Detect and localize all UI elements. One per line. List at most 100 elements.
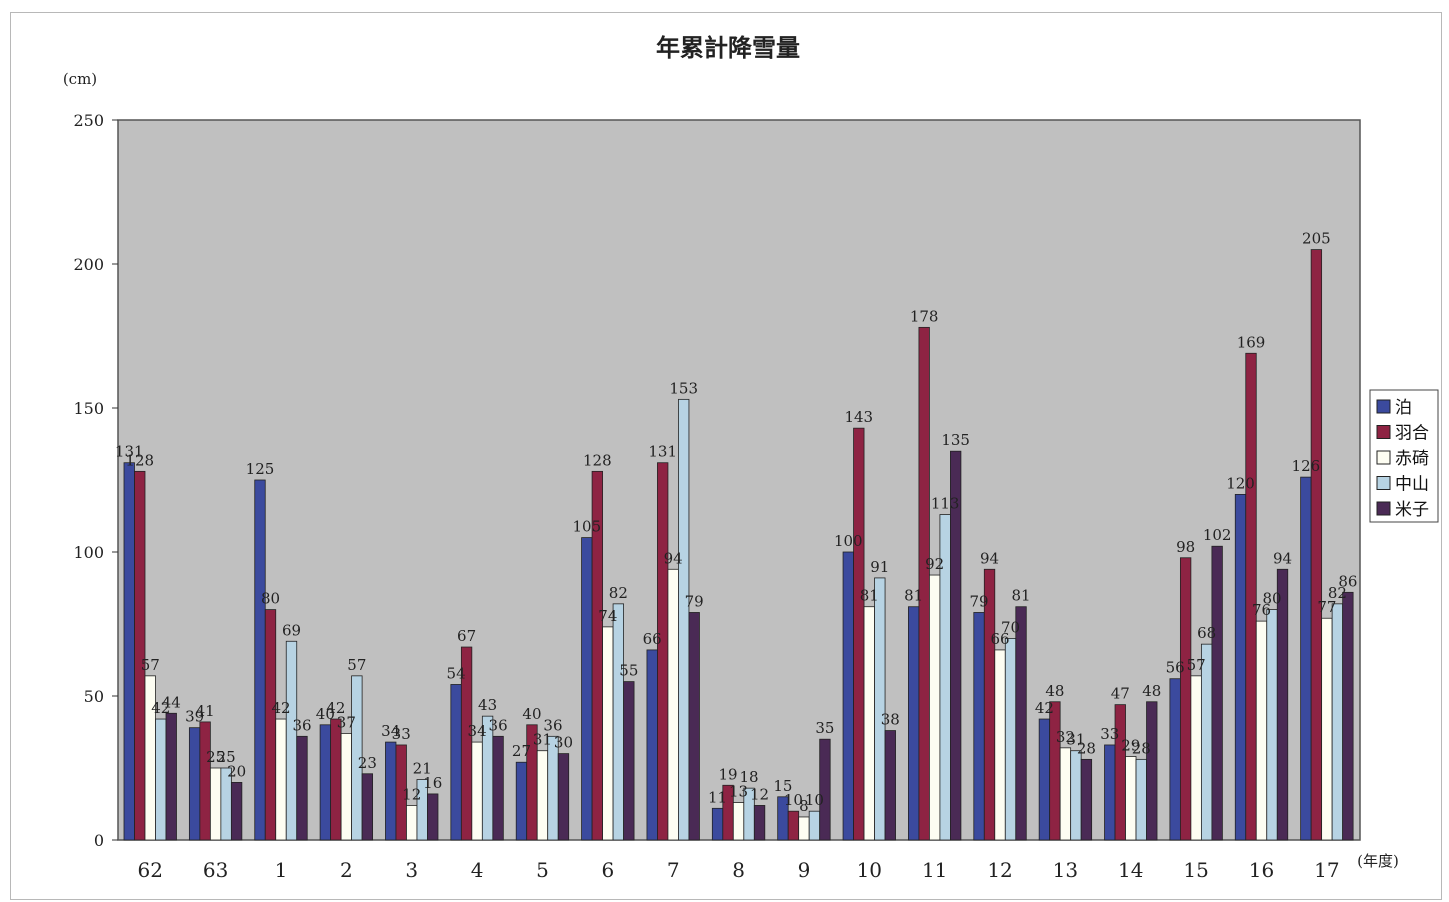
x-tick-label: 8 [732,858,745,882]
data-label: 80 [1262,590,1281,608]
x-axis-unit: (年度) [1357,852,1399,870]
data-label: 42 [151,699,170,717]
x-tick-label: 2 [340,858,353,882]
bar-米子-62 [165,712,177,841]
bar-泊-63 [188,727,201,841]
x-tick-label: 62 [138,858,163,882]
data-label: 55 [619,662,638,680]
data-label: 31 [1066,731,1085,749]
data-label: 169 [1237,333,1266,351]
data-label: 57 [1187,656,1206,674]
data-label: 33 [392,725,411,743]
data-label: 10 [805,791,824,809]
data-label: 48 [1142,682,1161,700]
chart-title: 年累計降雪量 [656,33,800,62]
bar-米子-16 [1276,568,1289,841]
x-tick-label: 10 [857,858,882,882]
y-tick-label: 250 [73,111,104,130]
bar-羽合-1 [264,609,277,841]
bar-赤碕-13 [1059,747,1072,841]
bar-泊-11 [908,606,920,841]
data-label: 35 [815,719,834,737]
x-tick-label: 11 [922,858,947,882]
data-label: 128 [125,451,154,469]
data-label: 86 [1338,572,1357,590]
data-label: 113 [931,495,960,513]
bar-米子-63 [230,782,243,841]
bar-赤碕-63 [209,767,222,841]
data-label: 23 [358,754,377,772]
data-label: 102 [1203,526,1232,544]
y-tick-label: 150 [73,399,104,418]
data-label: 34 [468,722,487,740]
data-label: 68 [1197,624,1216,642]
data-label: 56 [1166,659,1185,677]
data-label: 98 [1176,538,1195,556]
data-label: 20 [227,762,246,780]
bar-羽合-7 [657,462,669,841]
x-tick-label: 14 [1118,858,1143,882]
bar-赤碕-16 [1255,620,1268,841]
data-label: 82 [609,584,628,602]
data-label: 94 [664,549,683,567]
y-axis: 0 50 100 150 200 250 [73,111,118,850]
data-label: 80 [261,590,280,608]
data-label: 81 [1011,587,1030,605]
bar-赤碕-17 [1321,617,1333,841]
bar-中山-7 [678,398,690,841]
bar-中山-12 [1004,638,1017,841]
data-label: 41 [196,702,215,720]
legend-swatch [1376,450,1391,465]
bar-中山-9 [808,810,821,841]
bar-中山-6 [612,603,624,841]
bar-米子-15 [1211,545,1223,841]
data-label: 91 [870,558,889,576]
data-label: 37 [337,713,356,731]
bar-泊-8 [711,807,724,841]
data-label: 36 [292,716,311,734]
bar-中山-17 [1331,603,1344,841]
data-label: 34 [381,722,400,740]
y-axis-unit: (cm) [63,70,97,88]
data-label: 40 [316,705,335,723]
bar-赤碕-1 [275,718,287,841]
bar-中山-5 [547,735,559,841]
y-tick-label: 0 [94,831,104,850]
bar-泊-16 [1234,493,1247,841]
bar-中山-14 [1135,758,1147,841]
legend-label: 泊 [1395,398,1412,418]
legend-swatch [1376,476,1391,490]
bar-米子-6 [623,681,635,841]
legend-swatch [1376,501,1391,516]
data-label: 79 [685,592,704,610]
bar-中山-2 [351,675,363,841]
data-label: 31 [533,731,552,749]
legend-label: 中山 [1395,475,1429,495]
data-label: 69 [282,621,301,639]
bar-泊-15 [1169,678,1181,841]
data-label: 105 [573,518,602,536]
y-tick-label: 100 [73,543,104,562]
bar-泊-13 [1038,718,1051,841]
bar-泊-5 [515,761,528,841]
bar-泊-12 [973,612,985,841]
bar-羽合-15 [1179,557,1192,841]
bar-泊-7 [646,649,658,841]
data-label: 120 [1226,474,1255,492]
data-label: 38 [881,711,900,729]
data-label: 39 [185,708,204,726]
bar-赤碕-9 [798,816,810,841]
data-label: 92 [925,555,944,573]
data-label: 54 [447,664,466,682]
data-label: 18 [740,768,759,786]
x-tick-label: 15 [1183,858,1208,882]
data-label: 57 [347,656,366,674]
bar-羽合-63 [199,721,211,841]
data-label: 94 [980,549,999,567]
bar-米子-2 [361,773,374,841]
data-label: 21 [413,760,432,778]
data-label: 131 [648,443,677,461]
y-tick-label: 200 [73,255,104,274]
data-labels: 1311285742443941252520125804269364042375… [115,230,1357,815]
legend-label: 米子 [1395,500,1429,520]
